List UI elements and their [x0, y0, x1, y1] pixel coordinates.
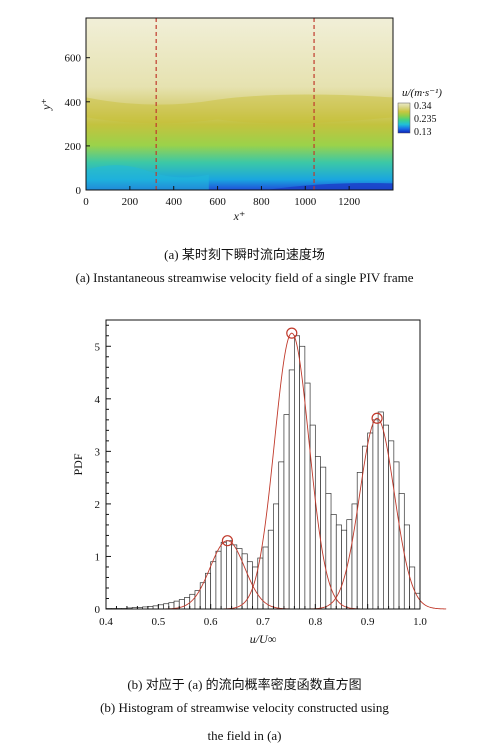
caption-b-english-line2: the field in (a) [207, 728, 282, 743]
histogram-figure: 0.4 0.5 0.6 0.7 0.8 0.9 1.0 0 1 2 3 4 5 u/U∞ PDF [0, 300, 489, 670]
caption-a-chinese: (a) 某时刻下瞬时流向速度场 [164, 247, 325, 262]
peak-marker-2 [286, 327, 298, 339]
histogram-bar [273, 503, 280, 610]
colorbar-tick-label: 0.13 [414, 127, 432, 138]
histogram-bar [309, 424, 316, 610]
histogram-bar [304, 382, 311, 610]
histogram-bar [377, 411, 384, 610]
histogram-bar [351, 503, 358, 610]
x-tick-label: 200 [122, 196, 139, 208]
histogram-svg: 0.4 0.5 0.6 0.7 0.8 0.9 1.0 0 1 2 3 4 5 u/U∞ PDF [71, 319, 447, 646]
x-tick-label: 0.5 [151, 616, 165, 628]
histogram-bar [267, 529, 274, 610]
x-tick-label: 1000 [294, 196, 317, 208]
y-tick-label: 600 [65, 53, 82, 65]
y-tick-label: 3 [95, 446, 101, 458]
colorbar-label: u/(m·s⁻¹) [402, 87, 442, 99]
peak-marker-1 [221, 535, 234, 547]
histogram-bar [283, 414, 290, 610]
colorbar [397, 102, 411, 134]
velocity-field-fill [86, 18, 393, 190]
x-tick-label: 0.9 [361, 616, 375, 628]
histogram-bar [288, 369, 295, 610]
histogram-bar [393, 461, 400, 610]
x-tick-label: 1200 [338, 196, 361, 208]
x-tick-label: 400 [165, 196, 182, 208]
histogram-bar [325, 493, 332, 610]
y-tick-label: 4 [95, 394, 101, 406]
histogram-bar [205, 572, 212, 610]
histogram-bar [262, 546, 269, 610]
velocity-field-svg: 0 200 400 600 800 1000 1200 0 200 400 600 x⁺ y⁺ u/(m·… [39, 17, 442, 223]
histogram-bar [210, 561, 217, 610]
histogram-bar [388, 440, 395, 610]
x-tick-label: 1.0 [413, 616, 427, 628]
histogram-bar [367, 432, 374, 610]
y-tick-label: 2 [95, 499, 101, 511]
x-tick-label: 0.7 [256, 616, 270, 628]
histogram-bar [220, 541, 227, 610]
plot-frame-a [85, 17, 394, 191]
y-tick-label: 400 [65, 97, 82, 109]
histogram-bar [226, 540, 232, 610]
histogram-bar [236, 548, 243, 610]
y-axis-label: PDF [71, 453, 85, 475]
y-axis-label: y⁺ [39, 98, 53, 111]
velocity-field-figure: 0 200 400 600 800 1000 1200 0 200 400 600 x⁺ y⁺ u/(m·… [0, 0, 489, 240]
histogram-bar [231, 544, 238, 610]
gaussian-fit-3 [307, 417, 447, 610]
caption-b-english-line1: (b) Histogram of streamwise velocity con… [100, 700, 389, 715]
y-tick-label: 0 [76, 185, 82, 197]
gaussian-fit-2 [222, 332, 361, 610]
x-tick-label: 0.6 [204, 616, 218, 628]
histogram-bar [278, 461, 285, 610]
x-tick-label: 0 [83, 196, 89, 208]
histogram-bar [409, 566, 416, 610]
peak-marker-3 [371, 412, 383, 424]
y-tick-label: 0 [95, 604, 101, 616]
histogram-bar [199, 582, 206, 610]
x-tick-label: 0.4 [99, 616, 113, 628]
bulge-region [86, 94, 393, 124]
histogram-bar [246, 561, 253, 610]
mid-speed-region [86, 165, 209, 190]
caption-a-english: (a) Instantaneous streamwise velocity fi… [75, 270, 414, 285]
histogram-bar [215, 550, 222, 610]
histogram-bar [372, 419, 379, 610]
histogram-bar [157, 604, 164, 610]
x-tick-label: 800 [253, 196, 270, 208]
histogram-bar [320, 466, 327, 610]
y-tick-label: 1 [95, 551, 101, 563]
histogram-bar [294, 335, 300, 610]
y-tick-label: 5 [95, 341, 101, 353]
colorbar-tick-label: 0.235 [414, 114, 437, 125]
x-tick-label: 0.8 [308, 616, 322, 628]
x-tick-label: 600 [209, 196, 226, 208]
histogram-bar [299, 345, 306, 610]
y-tick-label: 200 [65, 141, 82, 153]
histogram-bar [163, 603, 170, 610]
colorbar-tick-label: 0.34 [414, 101, 432, 112]
low-speed-region [265, 182, 393, 190]
caption-b-chinese: (b) 对应于 (a) 的流向概率密度函数直方图 [127, 677, 362, 692]
x-axis-label: x⁺ [233, 209, 246, 223]
x-axis-label: u/U∞ [250, 632, 277, 646]
